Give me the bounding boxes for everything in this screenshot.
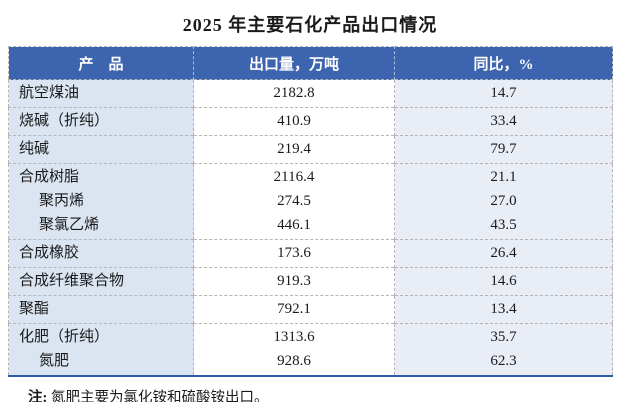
table-row: 合成橡胶 173.6 26.4 bbox=[8, 239, 613, 268]
table-row: 烧碱（折纯） 410.9 33.4 bbox=[8, 107, 613, 136]
product-cell: 烧碱（折纯） bbox=[8, 107, 194, 136]
table-header-row: 产 品 出口量，万吨 同比，% bbox=[8, 46, 613, 80]
export-value: 919.3 bbox=[277, 273, 311, 289]
export-value-cell: 410.9 bbox=[193, 107, 395, 136]
page-title: 2025 年主要石化产品出口情况 bbox=[182, 15, 438, 35]
export-value: 2182.8 bbox=[273, 85, 315, 101]
yoy-value-cell: 35.7 62.3 bbox=[394, 323, 613, 376]
header-export-volume: 出口量，万吨 bbox=[193, 46, 395, 80]
product-cell: 纯碱 bbox=[8, 135, 194, 164]
export-value-cell: 2182.8 bbox=[193, 79, 395, 108]
yoy-value-cell: 33.4 bbox=[394, 107, 613, 136]
product-name: 化肥（折纯） bbox=[19, 329, 110, 345]
export-value-cell: 919.3 bbox=[193, 267, 395, 296]
product-name: 合成橡胶 bbox=[19, 245, 80, 261]
yoy-value: 14.6 bbox=[490, 273, 517, 289]
export-value: 792.1 bbox=[277, 301, 311, 317]
yoy-value: 33.4 bbox=[490, 113, 517, 129]
product-name: 氮肥 bbox=[39, 353, 70, 369]
export-value: 274.5 bbox=[277, 193, 311, 209]
export-value: 928.6 bbox=[277, 353, 311, 369]
product-cell: 化肥（折纯） 氮肥 bbox=[8, 323, 194, 376]
product-cell: 合成纤维聚合物 bbox=[8, 267, 194, 296]
export-value: 173.6 bbox=[277, 245, 311, 261]
export-value-cell: 792.1 bbox=[193, 295, 395, 324]
yoy-value: 35.7 bbox=[490, 329, 517, 345]
table-row: 聚酯 792.1 13.4 bbox=[8, 295, 613, 324]
table-row: 航空煤油 2182.8 14.7 bbox=[8, 79, 613, 108]
export-table: 产 品 出口量，万吨 同比，% 航空煤油 2182.8 14.7 烧碱（折纯） 410.… bbox=[8, 46, 613, 377]
yoy-value: 26.4 bbox=[490, 245, 517, 261]
note-label: 注: bbox=[28, 390, 48, 402]
yoy-value-cell: 13.4 bbox=[394, 295, 613, 324]
table-row: 合成树脂聚丙烯聚氯乙烯 2116.4 274.5 446.1 21.1 27.0 43.5 bbox=[8, 163, 613, 240]
product-cell: 聚酯 bbox=[8, 295, 194, 324]
yoy-value: 27.0 bbox=[490, 193, 517, 209]
product-name: 烧碱（折纯） bbox=[19, 113, 110, 129]
export-value-cell: 173.6 bbox=[193, 239, 395, 268]
table-row: 合成纤维聚合物 919.3 14.6 bbox=[8, 267, 613, 296]
yoy-value-cell: 21.1 27.0 43.5 bbox=[394, 163, 613, 240]
header-yoy: 同比，% bbox=[394, 46, 613, 80]
export-value-cell: 219.4 bbox=[193, 135, 395, 164]
export-value: 219.4 bbox=[277, 141, 311, 157]
yoy-value-cell: 79.7 bbox=[394, 135, 613, 164]
yoy-value: 62.3 bbox=[490, 353, 517, 369]
product-cell: 合成橡胶 bbox=[8, 239, 194, 268]
yoy-value-cell: 14.7 bbox=[394, 79, 613, 108]
product-cell: 合成树脂聚丙烯聚氯乙烯 bbox=[8, 163, 194, 240]
note-text: 氮肥主要为氯化铵和硫酸铵出口。 bbox=[50, 390, 269, 402]
table-row: 化肥（折纯） 氮肥 1313.6 928.6 35.7 62.3 bbox=[8, 323, 613, 376]
product-cell: 航空煤油 bbox=[8, 79, 194, 108]
export-value-cell: 2116.4 274.5 446.1 bbox=[193, 163, 395, 240]
export-value: 446.1 bbox=[277, 217, 311, 233]
export-value: 2116.4 bbox=[273, 169, 315, 185]
product-name: 航空煤油 bbox=[19, 85, 80, 101]
export-value: 1313.6 bbox=[273, 329, 315, 345]
product-name: 合成纤维聚合物 bbox=[19, 273, 125, 289]
product-name: 聚氯乙烯 bbox=[39, 217, 100, 233]
product-name: 合成树脂 bbox=[19, 169, 80, 185]
table-body: 航空煤油 2182.8 14.7 烧碱（折纯） 410.9 33.4 纯碱 219.4 79.7… bbox=[8, 79, 613, 376]
product-name: 聚酯 bbox=[19, 301, 50, 317]
product-name: 纯碱 bbox=[19, 141, 50, 157]
yoy-value: 79.7 bbox=[490, 141, 517, 157]
header-product: 产 品 bbox=[8, 46, 194, 80]
yoy-value: 43.5 bbox=[490, 217, 517, 233]
table-row: 纯碱 219.4 79.7 bbox=[8, 135, 613, 164]
export-value: 410.9 bbox=[277, 113, 311, 129]
yoy-value: 14.7 bbox=[490, 85, 517, 101]
yoy-value: 13.4 bbox=[490, 301, 517, 317]
export-value-cell: 1313.6 928.6 bbox=[193, 323, 395, 376]
yoy-value-cell: 14.6 bbox=[394, 267, 613, 296]
note: 注: 氮肥主要为氯化铵和硫酸铵出口。 bbox=[28, 386, 620, 402]
product-name: 聚丙烯 bbox=[39, 193, 85, 209]
yoy-value: 21.1 bbox=[490, 169, 517, 185]
yoy-value-cell: 26.4 bbox=[394, 239, 613, 268]
